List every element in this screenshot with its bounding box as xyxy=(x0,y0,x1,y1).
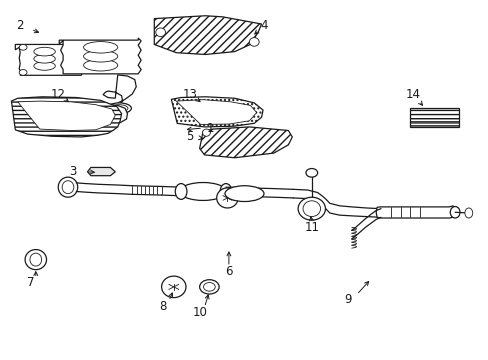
Polygon shape xyxy=(18,101,115,131)
Text: 7: 7 xyxy=(27,276,35,289)
Ellipse shape xyxy=(34,54,55,63)
Polygon shape xyxy=(103,75,136,104)
Polygon shape xyxy=(199,127,292,158)
Ellipse shape xyxy=(220,184,231,199)
Text: 3: 3 xyxy=(69,165,77,177)
Ellipse shape xyxy=(449,207,459,218)
Ellipse shape xyxy=(161,276,185,298)
Text: 1: 1 xyxy=(206,122,214,135)
Ellipse shape xyxy=(303,201,320,217)
Text: 6: 6 xyxy=(224,265,232,278)
Ellipse shape xyxy=(19,69,27,75)
Ellipse shape xyxy=(199,280,219,294)
Ellipse shape xyxy=(83,41,118,53)
Ellipse shape xyxy=(110,105,128,112)
Text: 11: 11 xyxy=(304,221,319,234)
Polygon shape xyxy=(171,97,263,127)
Polygon shape xyxy=(176,100,256,125)
Ellipse shape xyxy=(305,168,317,177)
Polygon shape xyxy=(87,167,115,176)
Polygon shape xyxy=(409,108,458,127)
Ellipse shape xyxy=(298,197,325,220)
Ellipse shape xyxy=(203,283,215,291)
Ellipse shape xyxy=(156,28,165,37)
Polygon shape xyxy=(93,105,127,123)
Ellipse shape xyxy=(83,50,118,62)
Ellipse shape xyxy=(202,129,210,136)
Text: 10: 10 xyxy=(192,306,206,319)
Ellipse shape xyxy=(224,186,264,202)
Text: 13: 13 xyxy=(182,88,197,101)
Polygon shape xyxy=(59,38,141,74)
Ellipse shape xyxy=(19,44,27,50)
Ellipse shape xyxy=(83,59,118,71)
Polygon shape xyxy=(15,44,82,75)
Polygon shape xyxy=(154,16,261,54)
Ellipse shape xyxy=(107,103,131,114)
Text: 4: 4 xyxy=(260,19,267,32)
Ellipse shape xyxy=(179,183,226,201)
Ellipse shape xyxy=(58,177,78,197)
Polygon shape xyxy=(375,206,453,218)
Text: 9: 9 xyxy=(344,293,351,306)
Ellipse shape xyxy=(62,181,74,194)
Text: 2: 2 xyxy=(17,19,24,32)
Ellipse shape xyxy=(216,188,238,208)
Ellipse shape xyxy=(249,38,259,46)
Ellipse shape xyxy=(25,249,46,270)
Polygon shape xyxy=(11,97,122,137)
Ellipse shape xyxy=(175,184,186,199)
Ellipse shape xyxy=(30,253,41,266)
Text: 12: 12 xyxy=(51,88,65,101)
Ellipse shape xyxy=(34,47,55,56)
Ellipse shape xyxy=(464,208,472,218)
Text: 14: 14 xyxy=(405,88,419,101)
Text: 5: 5 xyxy=(186,130,193,143)
Ellipse shape xyxy=(34,62,55,70)
Text: 8: 8 xyxy=(159,300,166,313)
